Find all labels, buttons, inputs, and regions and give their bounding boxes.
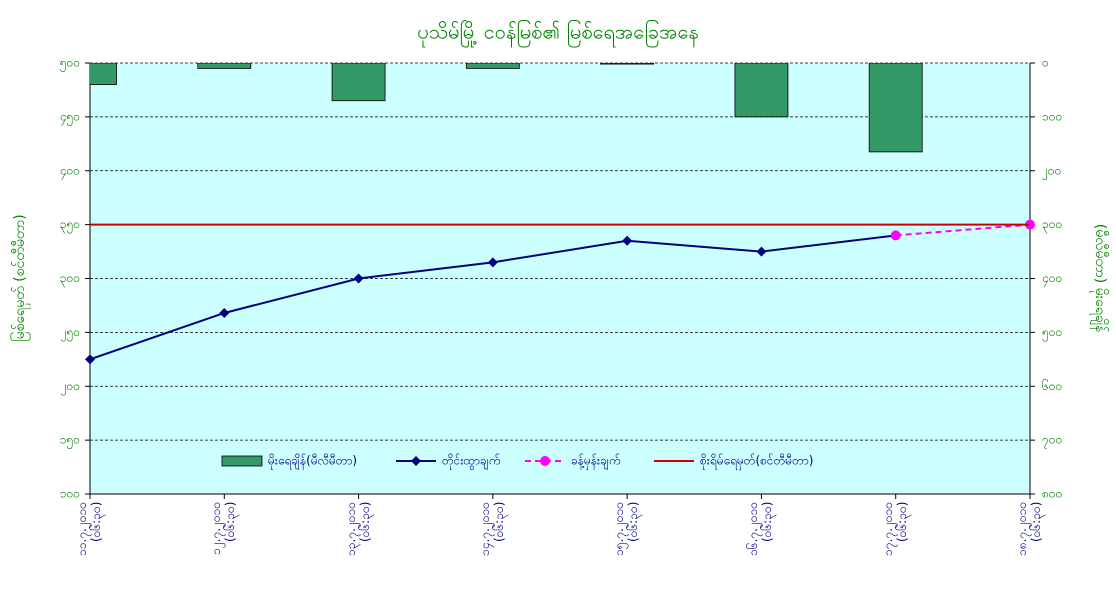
bar [465, 63, 520, 69]
y-tick-label: ၁၅၀ [60, 433, 80, 450]
marker [756, 246, 767, 257]
marker [85, 354, 95, 365]
bar [868, 63, 923, 153]
chart-title: ပုသိမ်မြို့ ငဝန်မြစ်၏ မြစ်ရေအခြေအနေ [417, 20, 698, 48]
bar [90, 63, 117, 85]
bar [331, 63, 386, 102]
marker [890, 230, 901, 241]
legend-label: ခန့်မှန်းချက် [571, 453, 620, 471]
marker [219, 307, 230, 318]
x-tick-label: ၁၃.၇.၂၀၁၀ (၀၆:၃၀) [343, 502, 372, 557]
legend-marker [411, 456, 421, 466]
legend-swatch [221, 455, 263, 467]
marker [487, 257, 498, 268]
y2-tick-label: ၅၀၀ [1042, 325, 1062, 342]
y2-tick-label: ၄၀၀ [1042, 271, 1062, 288]
y2-tick-label: ၁၀၀ [1042, 109, 1062, 123]
y-tick-label: ၃၅၀ [60, 217, 80, 234]
y2-tick-label: ၀ [1042, 56, 1049, 70]
y2-tick-label: ၆၀၀ [1042, 378, 1062, 393]
x-tick-label: ၁၁.၇.၂၀၁၀ (၀၆:၃၀) [75, 502, 103, 557]
x-tick-label: ၁၇.၇.၂၀၁၀ (၀၆:၃၀) [880, 502, 909, 557]
legend-marker [540, 456, 550, 466]
y-tick-label: ၂၀၀ [61, 379, 80, 396]
y-tick-label: ၄၀၀ [60, 163, 80, 180]
y2-tick-label: ၂၀၀ [1042, 163, 1061, 180]
x-tick-label: ၁၅.၇.၂၀၁၀ (၀၆:၃၀) [612, 502, 641, 557]
bar [600, 63, 655, 65]
legend-label: တိုင်းထွာချက် [442, 453, 500, 471]
y-tick-label: ၃၀၀ [60, 271, 80, 288]
x-tick-label: ၁၄.၇.၂၀၁၀ (၀၆:၃၀) [477, 502, 506, 557]
bar [734, 63, 789, 118]
legend-label: မိုးရေချိန်(မီလီမီတာ) [268, 453, 357, 471]
x-tick-label: ၁၆.၇.၂၀၁၀ (၀၆:၃၀) [746, 502, 775, 557]
x-tick-label: ၁၂.၇.၂၀၁၀ (၀၆:၃၀) [209, 502, 238, 556]
y2-tick-label: ၈၀၀ [1042, 487, 1062, 501]
y-axis-title: မြစ်ရေမှတ် (စင်တီမီတာ) [11, 214, 30, 342]
y-tick-label: ၂၅၀ [61, 325, 80, 342]
y2-axis-title: (မီလီမီတာ) မိုးရေချိန် [1090, 224, 1108, 332]
y2-tick-label: ၇၀၀ [1042, 433, 1062, 450]
legend-label: စိုးရိမ်ရေမှတ်(စင်တီမီတာ) [700, 453, 813, 471]
y2-tick-label: ၃၀၀ [1042, 217, 1062, 234]
x-tick-label: ၁၈.၇.၂၀၁၀ (၀၆:၃၀) [1015, 502, 1043, 557]
line [895, 223, 1031, 237]
bar [197, 63, 252, 69]
plot-marks [90, 63, 923, 153]
y-tick-label: ၁၀၀ [60, 487, 80, 501]
marker [353, 273, 364, 284]
marker [622, 235, 633, 246]
y-tick-label: ၅၀၀ [60, 56, 80, 73]
y-tick-label: ၄၅၀ [60, 109, 80, 126]
